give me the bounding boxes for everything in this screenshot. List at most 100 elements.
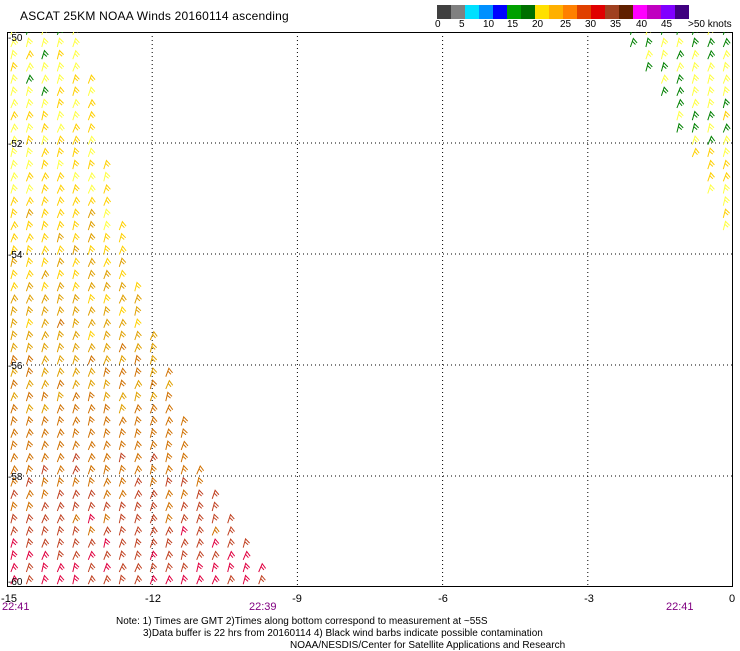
- wind-barb: [25, 537, 34, 548]
- wind-barb: [10, 330, 18, 341]
- wind-barb: [72, 354, 80, 365]
- wind-barb: [25, 574, 34, 585]
- wind-barb: [691, 73, 700, 84]
- wind-barb: [165, 367, 173, 377]
- wind-barb: [103, 391, 111, 402]
- wind-barb: [118, 379, 127, 390]
- wind-barb: [227, 538, 235, 548]
- wind-barb: [41, 574, 49, 585]
- wind-barb: [149, 330, 158, 341]
- wind-barb: [25, 354, 34, 365]
- wind-barb: [25, 110, 34, 121]
- wind-barb: [56, 452, 65, 463]
- wind-barb: [25, 367, 34, 377]
- wind-barb: [56, 220, 65, 231]
- scale-label-50-plus: >50 knots: [688, 19, 732, 30]
- wind-barb: [10, 220, 19, 231]
- wind-barb: [103, 562, 111, 573]
- wind-barb: [118, 220, 127, 231]
- wind-barb: [72, 305, 80, 316]
- wind-barb: [118, 562, 127, 573]
- scale-swatch-16: [661, 5, 675, 19]
- wind-barb: [10, 562, 19, 573]
- scale-swatch-5: [507, 5, 521, 19]
- wind-barb: [56, 330, 64, 341]
- wind-barb: [25, 525, 34, 536]
- wind-barb: [41, 134, 49, 145]
- wind-barb: [118, 464, 126, 475]
- wind-barb: [72, 37, 80, 48]
- wind-barb: [72, 464, 81, 475]
- wind-barb: [56, 110, 65, 121]
- wind-barb: [722, 159, 731, 170]
- wind-barb: [211, 513, 219, 524]
- wind-barb: [103, 269, 111, 280]
- wind-barb: [41, 257, 49, 267]
- wind-barb: [41, 61, 49, 72]
- wind-barb: [72, 427, 80, 438]
- wind-barb: [165, 452, 173, 463]
- wind-barb: [56, 574, 65, 585]
- wind-barb: [72, 440, 80, 451]
- wind-barb: [227, 574, 235, 585]
- wind-barb: [707, 110, 715, 121]
- wind-barb: [10, 245, 18, 255]
- wind-barb: [103, 574, 112, 585]
- wind-barb: [180, 440, 189, 451]
- wind-barb: [645, 49, 653, 60]
- wind-barb: [25, 562, 34, 573]
- wind-barb: [707, 171, 715, 182]
- wind-barb: [87, 220, 96, 231]
- wind-barb: [165, 574, 174, 585]
- wind-barb: [103, 244, 111, 255]
- wind-barb: [41, 513, 50, 524]
- wind-barb: [180, 427, 188, 438]
- wind-barb: [72, 489, 81, 499]
- wind-barb: [707, 98, 715, 109]
- scale-swatch-11: [591, 5, 605, 19]
- wind-barb: [87, 550, 96, 560]
- wind-barb: [103, 550, 112, 560]
- wind-barb: [87, 172, 96, 182]
- wind-barb: [25, 476, 34, 487]
- wind-barb: [149, 452, 158, 463]
- wind-barb: [165, 428, 173, 438]
- wind-barb: [41, 208, 49, 219]
- wind-barb: [41, 391, 49, 402]
- wind-barb: [10, 110, 19, 121]
- wind-barb: [165, 513, 173, 524]
- wind-barb: [87, 403, 96, 414]
- wind-barb: [707, 37, 715, 48]
- wind-barb: [118, 538, 127, 548]
- wind-barb: [10, 73, 18, 84]
- longitude-labels: -15 -12 -9 -6 -3 0: [0, 593, 740, 607]
- wind-barb: [103, 403, 111, 414]
- wind-barb: [41, 403, 49, 414]
- wind-barb: [87, 367, 96, 377]
- wind-barb: [660, 61, 669, 72]
- wind-barb: [72, 574, 80, 585]
- wind-barb: [118, 476, 127, 487]
- wind-barb: [87, 232, 96, 243]
- wind-barb: [10, 440, 18, 451]
- wind-barb: [10, 379, 18, 390]
- wind-barb: [25, 74, 34, 84]
- wind-barb: [103, 305, 111, 316]
- lon-label-3w: -3: [584, 593, 594, 605]
- wind-barb: [87, 476, 95, 487]
- wind-barb: [227, 513, 235, 524]
- wind-barb: [180, 476, 188, 487]
- wind-barb: [72, 208, 80, 219]
- pass-time-right: 22:41: [666, 601, 694, 613]
- wind-barb: [118, 513, 126, 524]
- wind-barb: [722, 61, 730, 72]
- lat-label-3: -56: [8, 361, 23, 372]
- wind-barb: [722, 123, 731, 133]
- wind-barb: [10, 318, 18, 328]
- wind-barb: [72, 403, 80, 414]
- plot-frame: [7, 32, 733, 587]
- wind-barb: [134, 550, 142, 560]
- wind-barb: [41, 415, 49, 426]
- wind-barb: [118, 367, 127, 377]
- wind-barb: [41, 305, 49, 316]
